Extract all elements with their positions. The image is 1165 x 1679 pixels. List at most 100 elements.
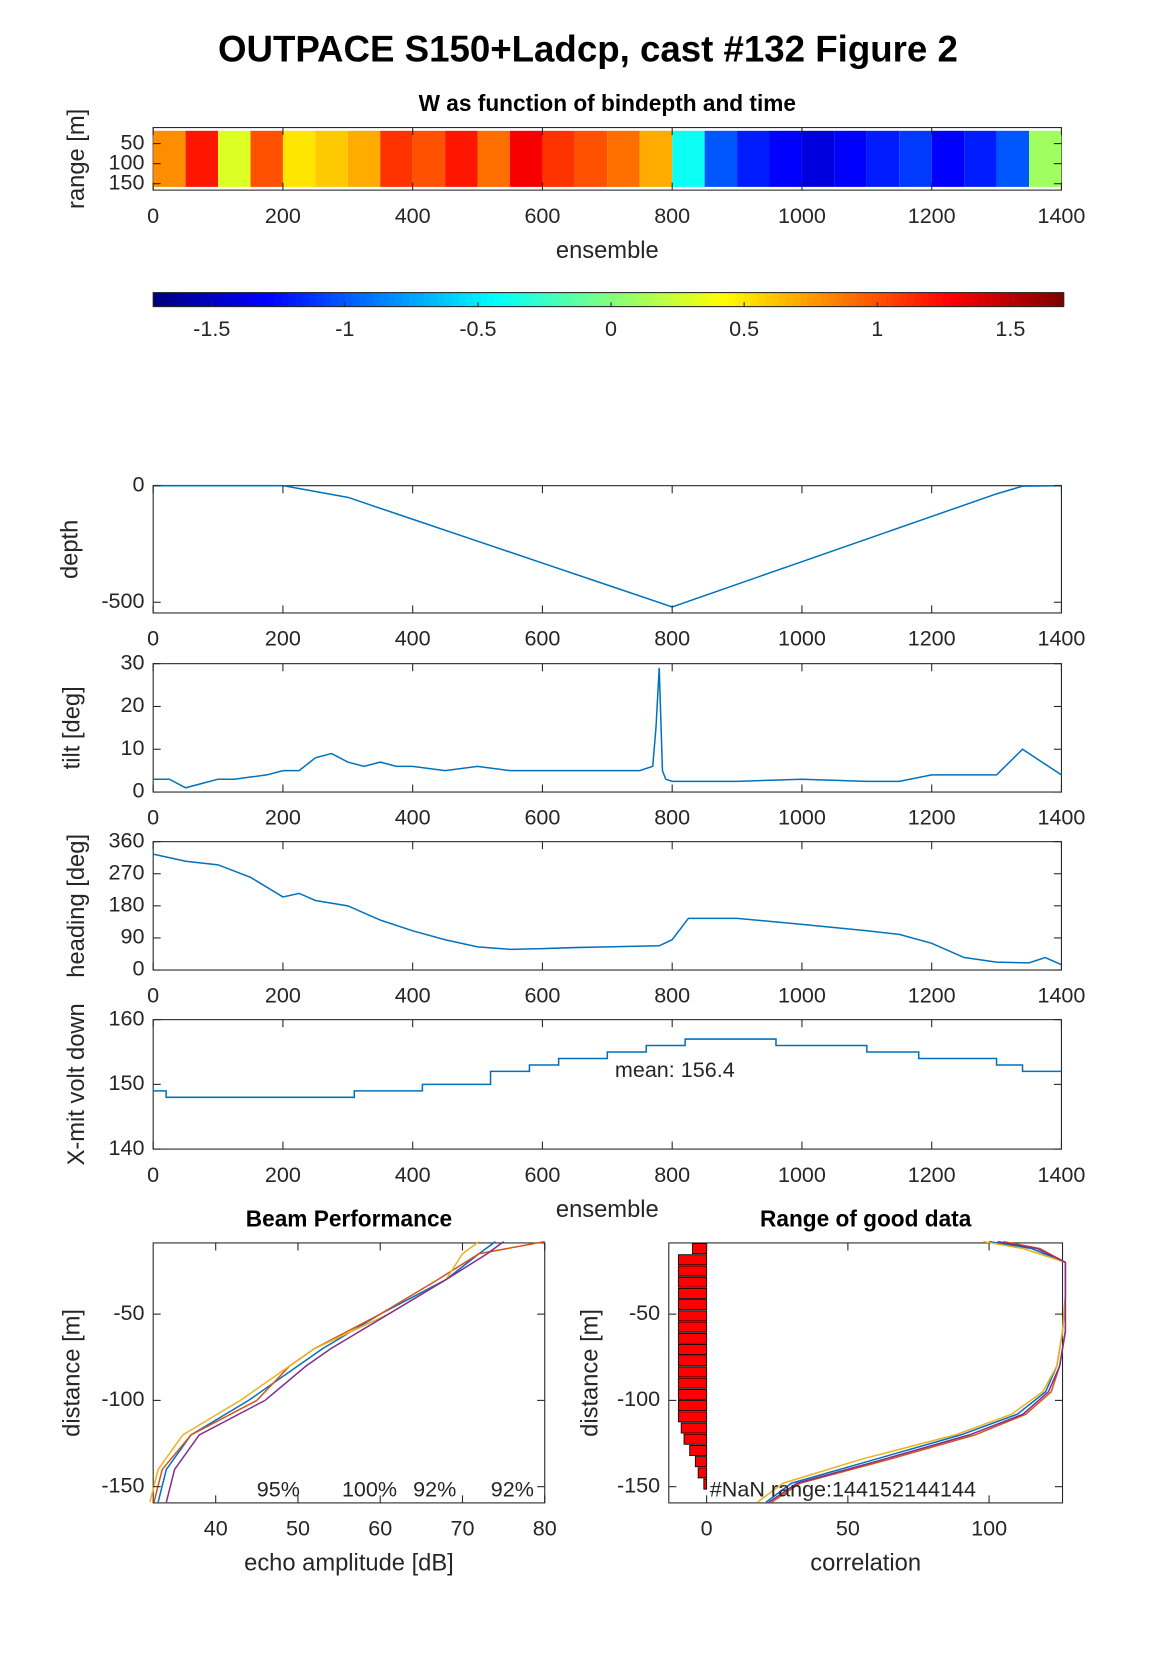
colorbar-segment	[921, 292, 930, 307]
y-axis-label: distance [m]	[577, 1309, 603, 1437]
figure-title: OUTPACE S150+Ladcp, cast #132 Figure 2	[218, 29, 958, 70]
colorbar-segment	[601, 292, 610, 307]
x-tick-label: 600	[524, 805, 560, 830]
colorbar-segment	[238, 292, 247, 307]
colorbar-segment	[487, 292, 496, 307]
x-axis-label: correlation	[810, 1551, 921, 1577]
colorbar-tick-label: 0	[605, 316, 617, 341]
bar	[697, 1467, 708, 1479]
colorbar-segment	[252, 292, 261, 307]
colorbar-segment	[345, 292, 353, 307]
x-tick-label: 200	[265, 626, 301, 651]
x-tick-label: 0	[147, 203, 159, 228]
x-tick-label: 600	[524, 983, 560, 1008]
colorbar-segment	[352, 292, 361, 307]
y-tick-label: -50	[113, 1300, 144, 1325]
colorbar-segment	[316, 292, 325, 307]
x-tick-label: 1200	[908, 805, 956, 830]
colorbar-segment	[949, 292, 958, 307]
colorbar-segment	[636, 292, 645, 307]
x-tick-label: 800	[654, 805, 690, 830]
colorbar-tick-label: -1	[335, 316, 354, 341]
colorbar-segment	[835, 292, 844, 307]
colorbar-segment	[736, 292, 745, 307]
colorbar-segment	[757, 292, 766, 307]
x-tick-label: 600	[524, 1162, 560, 1187]
bar	[694, 1456, 708, 1468]
x-tick-label: 1400	[1037, 1162, 1085, 1187]
colorbar-segment	[629, 292, 638, 307]
axes-frame	[152, 1019, 1062, 1150]
heatmap-cell	[834, 130, 867, 187]
colorbar-segment	[444, 292, 453, 307]
heatmap-cell	[380, 130, 413, 187]
colorbar-segment	[764, 292, 773, 307]
y-axis-label: distance [m]	[60, 1309, 86, 1437]
colorbar-segment	[786, 292, 794, 307]
colorbar-segment	[1056, 292, 1065, 307]
colorbar-segment	[402, 292, 410, 307]
colorbar-segment	[494, 292, 503, 307]
y-tick-label: 0	[133, 778, 145, 803]
bar	[677, 1377, 708, 1389]
heatmap-cell	[445, 130, 478, 187]
colorbar-segment	[466, 292, 474, 307]
x-tick-label: 1200	[908, 983, 956, 1008]
colorbar-segment	[437, 292, 446, 307]
x-tick-label: 400	[395, 1162, 431, 1187]
colorbar-segment	[864, 292, 873, 307]
heatmap-cell	[218, 130, 251, 187]
heatmap-cell	[964, 130, 997, 187]
colorbar-segment	[224, 292, 233, 307]
x-tick-label: 100	[971, 1516, 1007, 1541]
x-tick-label: 200	[265, 805, 301, 830]
colorbar-segment	[658, 292, 666, 307]
colorbar-segment	[978, 292, 987, 307]
colorbar-segment	[387, 292, 396, 307]
colorbar-segment	[1006, 292, 1015, 307]
annotation: mean: 156.4	[615, 1057, 735, 1082]
heatmap-cell	[250, 130, 283, 187]
colorbar-tick-label: -1.5	[193, 316, 230, 341]
colorbar-segment	[373, 292, 382, 307]
colorbar-segment	[608, 292, 617, 307]
y-tick-label: -100	[617, 1386, 660, 1411]
colorbar-segment	[779, 292, 787, 307]
x-tick-label: 400	[395, 203, 431, 228]
heatmap-cell	[477, 130, 510, 187]
colorbar-segment	[366, 292, 375, 307]
colorbar-segment	[1049, 292, 1058, 307]
colorbar-segment	[181, 292, 190, 307]
y-tick-label: 90	[121, 924, 145, 949]
colorbar-segment	[523, 292, 531, 307]
bar	[677, 1321, 708, 1333]
bar	[677, 1344, 708, 1355]
colorbar-segment	[743, 292, 752, 307]
y-tick-label: 270	[109, 859, 145, 884]
colorbar-tick-label: 0.5	[729, 316, 759, 341]
bar	[703, 1478, 708, 1490]
y-tick-label: 150	[109, 169, 145, 194]
annotation: 100%	[342, 1477, 397, 1502]
axes-title: Range of good data	[760, 1205, 972, 1231]
annotation: 95%	[257, 1477, 300, 1502]
colorbar-segment	[508, 292, 517, 307]
y-axis-label: depth	[57, 520, 83, 579]
colorbar-tick-label: 1	[871, 316, 883, 341]
x-tick-label: 1200	[908, 626, 956, 651]
colorbar-segment	[871, 292, 880, 307]
colorbar-segment	[459, 292, 467, 307]
colorbar-segment	[885, 292, 894, 307]
colorbar-segment	[935, 292, 944, 307]
y-axis-label: tilt [deg]	[60, 686, 86, 769]
colorbar-segment	[914, 292, 922, 307]
colorbar-segment	[942, 292, 951, 307]
heatmap-cell	[931, 130, 965, 187]
colorbar-segment	[188, 292, 197, 307]
colorbar-segment	[259, 292, 268, 307]
x-tick-label: 1200	[908, 1162, 956, 1187]
colorbar-segment	[359, 292, 368, 307]
colorbar-segment	[330, 292, 339, 307]
annotation: #NaN range:144152144144	[710, 1477, 976, 1502]
x-tick-label: 1000	[778, 805, 826, 830]
